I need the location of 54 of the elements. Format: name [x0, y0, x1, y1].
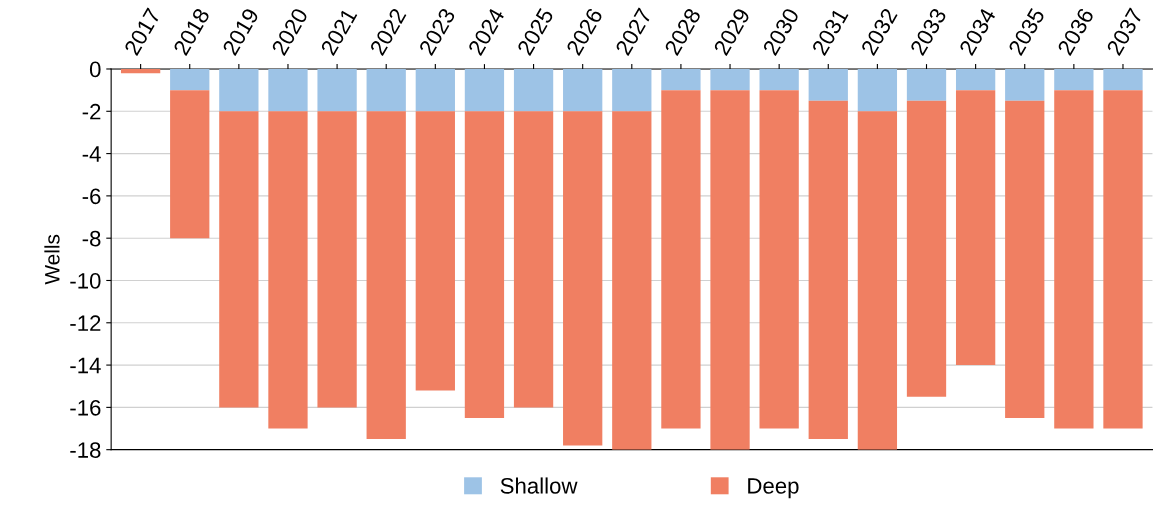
bar	[955, 90, 996, 366]
bar	[317, 68, 357, 112]
bar	[1103, 68, 1143, 91]
bar	[366, 111, 406, 440]
bar	[170, 90, 210, 239]
bar	[1103, 90, 1143, 429]
y-tick-label: 0	[89, 61, 101, 78]
bar	[563, 68, 603, 112]
y-tick-label: -6	[82, 188, 101, 205]
y-tick-label: -16	[70, 399, 101, 416]
bar	[513, 111, 554, 408]
y-tick-label: -8	[82, 230, 101, 247]
bar	[661, 90, 701, 429]
legend-label: Deep	[748, 478, 799, 499]
bar	[808, 68, 848, 101]
bar	[808, 100, 848, 440]
y-tick-label: -14	[70, 357, 101, 374]
y-tick-label: -18	[70, 442, 101, 458]
legend-label: Shallow	[500, 477, 578, 494]
bar	[857, 111, 898, 450]
bar	[1005, 68, 1045, 101]
bar	[955, 68, 996, 91]
bar	[464, 68, 505, 112]
bar	[1005, 100, 1045, 418]
bar	[120, 68, 161, 74]
bar	[513, 68, 554, 112]
bar	[219, 68, 259, 112]
bar	[906, 100, 947, 397]
bar	[710, 68, 750, 91]
bar	[1054, 90, 1094, 429]
y-tick-label: -12	[70, 315, 101, 331]
bar	[906, 68, 947, 101]
bar	[415, 68, 455, 112]
bar	[219, 111, 259, 408]
bar	[317, 111, 357, 408]
bar	[268, 111, 308, 429]
bar	[268, 68, 308, 112]
bar	[759, 68, 799, 91]
bar	[612, 111, 652, 450]
bar	[612, 68, 652, 112]
bar	[170, 68, 210, 91]
bar	[415, 111, 455, 391]
bar	[1054, 68, 1094, 91]
bar	[661, 68, 701, 91]
bar	[464, 111, 505, 418]
y-axis-title: Wells	[44, 234, 60, 285]
y-tick-label: -2	[82, 103, 101, 120]
bar	[563, 111, 603, 446]
bar	[759, 90, 799, 429]
y-tick-label: -10	[70, 273, 101, 289]
bar	[710, 90, 750, 450]
y-tick-label: -4	[82, 146, 101, 162]
bar	[366, 68, 406, 112]
bar	[857, 68, 898, 112]
